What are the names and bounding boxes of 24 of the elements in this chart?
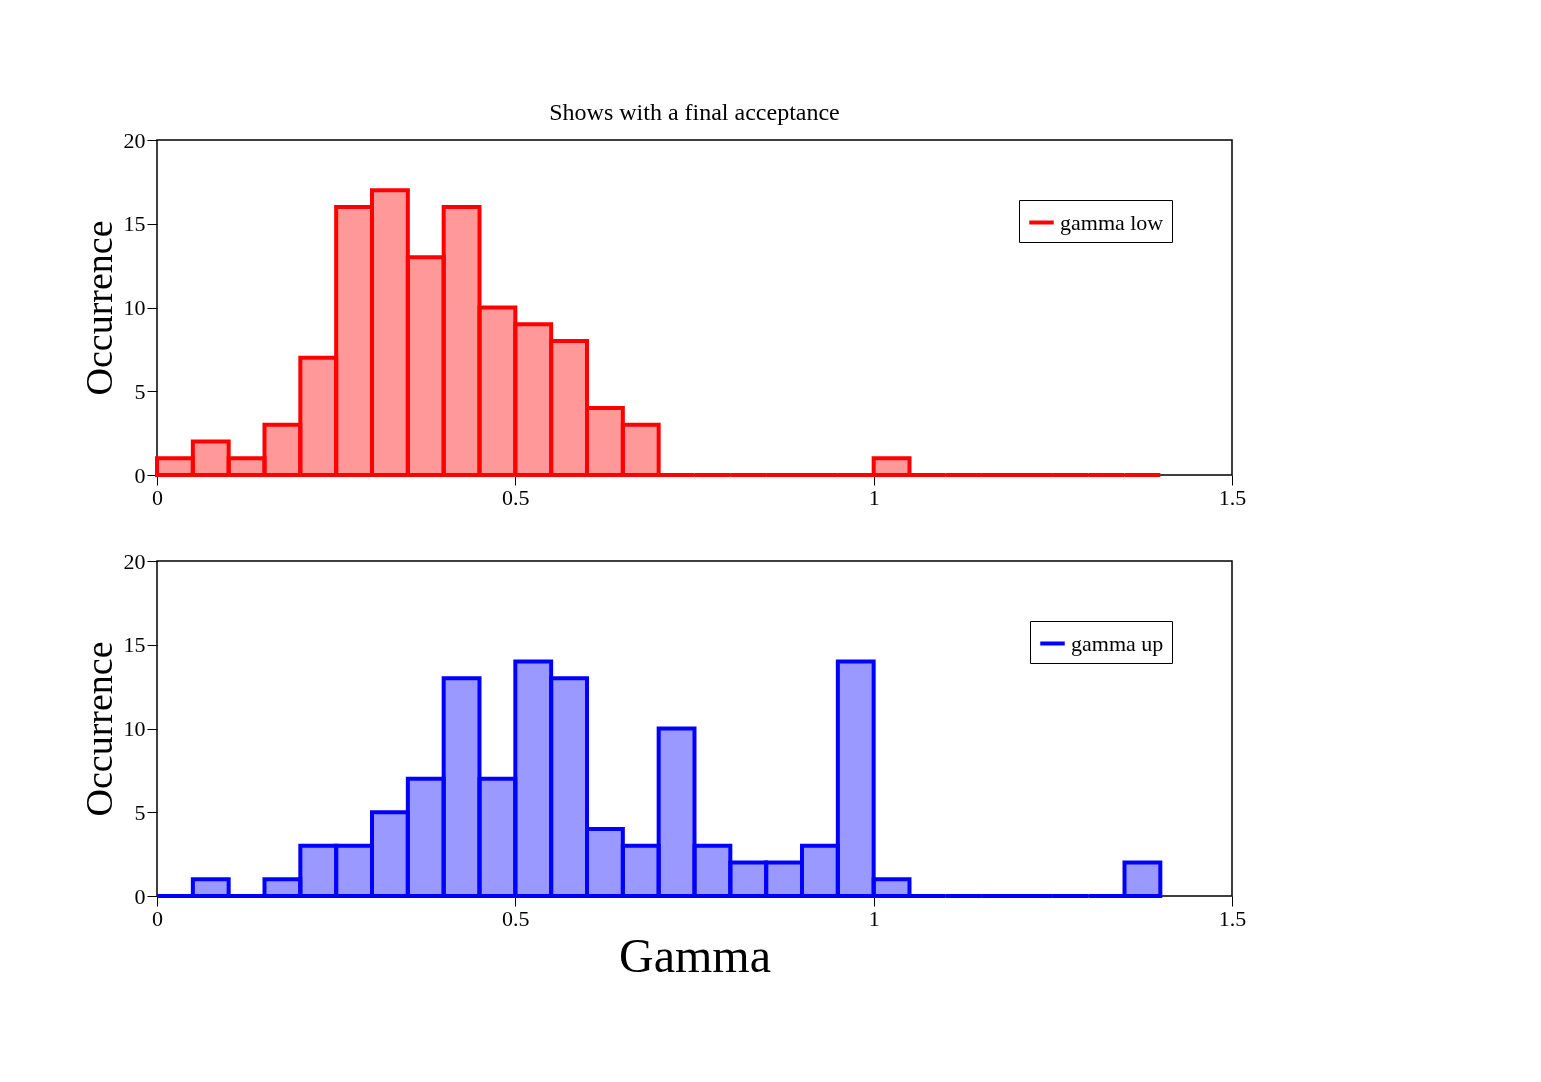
y-axis-title: Occurrence (77, 220, 120, 396)
x-tick-label: 0 (152, 484, 163, 510)
x-tick-label: 1.5 (1218, 905, 1247, 931)
x-tick-label: 0.5 (502, 484, 530, 510)
y-tick-label: 5 (134, 799, 146, 825)
y-tick-label: 0 (134, 883, 146, 909)
y-tick-label: 10 (123, 716, 146, 741)
y-tick-label: 0 (134, 462, 146, 488)
y-tick-label: 15 (123, 211, 146, 237)
x-tick-label: 1 (868, 905, 880, 931)
y-tick-label: 15 (123, 632, 146, 658)
x-tick-label: 1 (868, 484, 880, 510)
legend-label: gamma up (1071, 630, 1164, 656)
y-tick-label: 20 (123, 127, 146, 153)
y-tick-label: 5 (134, 378, 146, 404)
legend-label: gamma low (1060, 209, 1164, 235)
chart-title: Shows with a final acceptance (549, 99, 840, 125)
x-axis-title: Gamma (619, 928, 771, 982)
y-tick-label: 10 (123, 295, 146, 320)
x-tick-label: 1.5 (1218, 484, 1247, 510)
x-tick-label: 0.5 (502, 905, 530, 931)
x-tick-label: 0 (152, 905, 163, 931)
y-tick-label: 20 (123, 548, 146, 574)
y-axis-title: Occurrence (77, 641, 120, 817)
